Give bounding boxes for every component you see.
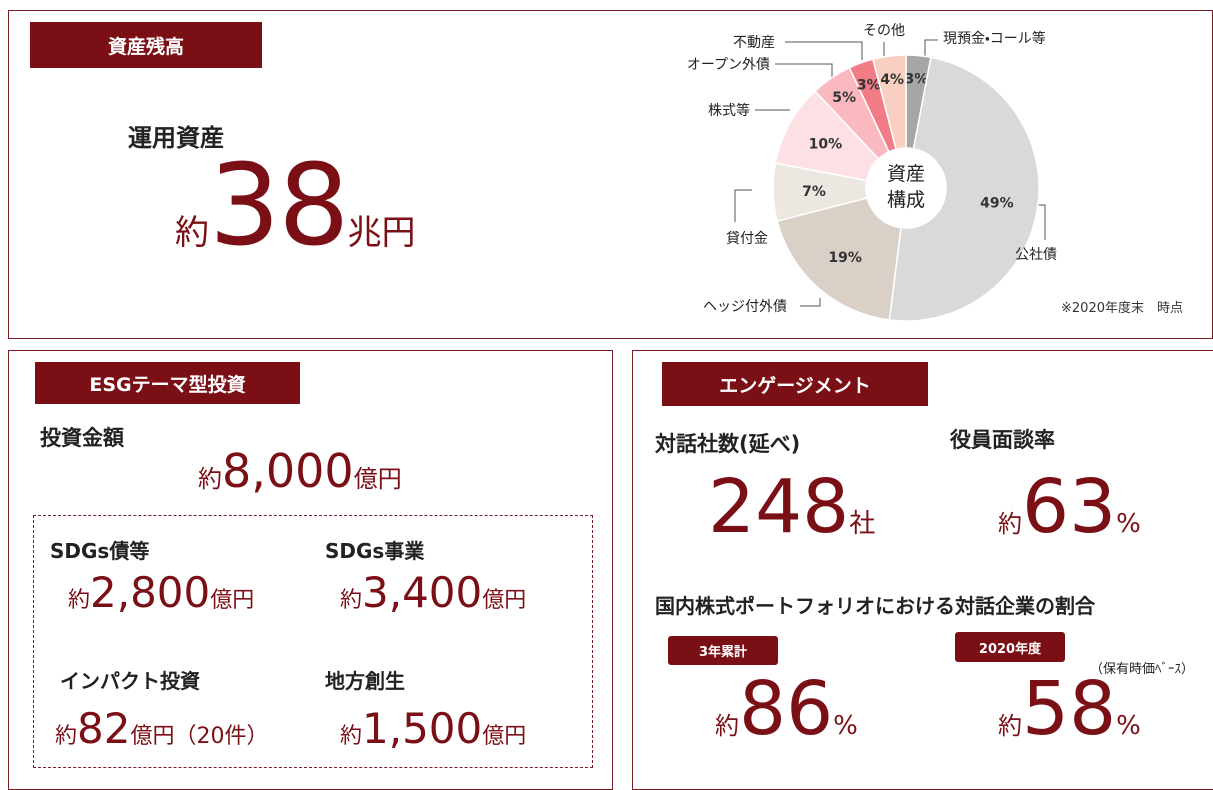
- unit: %: [1116, 711, 1141, 741]
- number: 58: [1022, 666, 1117, 752]
- item-label: SDGs債等: [50, 539, 150, 563]
- amount: 約38兆円: [175, 150, 416, 262]
- value-label: 19%: [828, 250, 862, 266]
- number: 86: [739, 666, 834, 752]
- item-amount: 約2,800億円: [68, 572, 254, 614]
- prefix: 約: [998, 712, 1022, 740]
- unit: 億円（20件）: [130, 724, 269, 749]
- value-label: 3%: [904, 71, 928, 87]
- slice: [888, 56, 1040, 322]
- leader: [800, 298, 821, 307]
- center-label: 資産: [887, 163, 925, 185]
- note: （保有時価ﾍﾞｰｽ）: [1090, 662, 1195, 677]
- value-label: 49%: [980, 195, 1014, 211]
- unit: %: [1116, 509, 1141, 539]
- prefix: 約: [175, 213, 209, 253]
- value-label: 10%: [809, 137, 843, 153]
- amount: 約58%: [998, 672, 1141, 746]
- value-label: 3%: [857, 78, 881, 94]
- item-label: 地方創生: [325, 669, 405, 693]
- dashed-box: [33, 515, 593, 768]
- value-label: 5%: [832, 90, 856, 106]
- number: 1,500: [362, 704, 483, 753]
- label: 役員面談率: [950, 428, 1055, 452]
- prefix: 約: [998, 510, 1022, 538]
- leader: [734, 189, 752, 222]
- note: ※2020年度末 時点: [1061, 300, 1183, 316]
- amount: 約63%: [998, 470, 1141, 544]
- unit: 兆円: [347, 213, 416, 253]
- value-label: 7%: [802, 184, 826, 200]
- slice: [872, 54, 907, 151]
- amount: 248社: [708, 470, 875, 544]
- amount: 約86%: [715, 672, 858, 746]
- center-label: 構成: [887, 189, 925, 211]
- number: 82: [77, 704, 131, 753]
- prefix: 約: [715, 712, 739, 740]
- prefix: 約: [68, 588, 91, 613]
- unit: 社: [849, 509, 876, 539]
- category-label: 公社債: [1015, 247, 1057, 263]
- leader: [924, 39, 938, 56]
- badge: 3年累計: [668, 636, 778, 665]
- category-label: 現預金・コール等: [943, 30, 1046, 47]
- number: 2,800: [90, 568, 211, 617]
- label: 運用資産: [128, 124, 224, 152]
- prefix: 約: [55, 724, 78, 749]
- amount: 約8,000億円: [198, 448, 402, 494]
- value-label: 4%: [880, 72, 904, 88]
- item-label: インパクト投資: [60, 669, 200, 693]
- unit: %: [833, 711, 858, 741]
- prefix: 約: [340, 588, 363, 613]
- category-label: オープン外債: [687, 57, 770, 73]
- slice: [776, 197, 902, 321]
- label: 投資金額: [40, 426, 124, 450]
- unit: 億円: [482, 588, 527, 613]
- number: 63: [1022, 464, 1117, 550]
- unit: 億円: [210, 588, 255, 613]
- unit: 億円: [482, 724, 527, 749]
- ratio-title: 国内株式ポートフォリオにおける対話企業の割合: [655, 594, 1095, 618]
- leader-lines: [734, 39, 1046, 307]
- heading: ESGテーマ型投資: [35, 362, 300, 404]
- number: 38: [209, 141, 350, 271]
- item-amount: 約1,500億円: [340, 708, 526, 750]
- leader: [785, 41, 863, 60]
- prefix: 約: [340, 724, 363, 749]
- item-label: SDGs事業: [325, 539, 425, 563]
- unit: 億円: [353, 465, 402, 493]
- item-amount: 約3,400億円: [340, 572, 526, 614]
- category-label: 株式等: [708, 102, 750, 119]
- prefix: 約: [198, 465, 222, 493]
- category-label: ヘッジ付外債: [703, 299, 787, 315]
- item-amount: 約82億円（20件）: [55, 708, 268, 750]
- leader: [775, 63, 833, 80]
- number: 248: [708, 464, 850, 550]
- label: 対話社数(延べ): [655, 432, 801, 456]
- number: 3,400: [362, 568, 483, 617]
- badge: 2020年度: [955, 632, 1065, 662]
- donut-chart: ※2020年度末 時点 3% 現預金・コール等 49% 公社債 19% ヘッジ付外債 7% 貸…: [687, 23, 1183, 322]
- heading: エンゲージメント: [662, 362, 928, 406]
- center: [867, 149, 945, 227]
- heading: 資産残高: [30, 22, 262, 68]
- category-label: 不動産: [733, 35, 775, 51]
- category-label: その他: [863, 23, 905, 39]
- category-label: 貸付金: [726, 231, 768, 247]
- number: 8,000: [222, 444, 354, 498]
